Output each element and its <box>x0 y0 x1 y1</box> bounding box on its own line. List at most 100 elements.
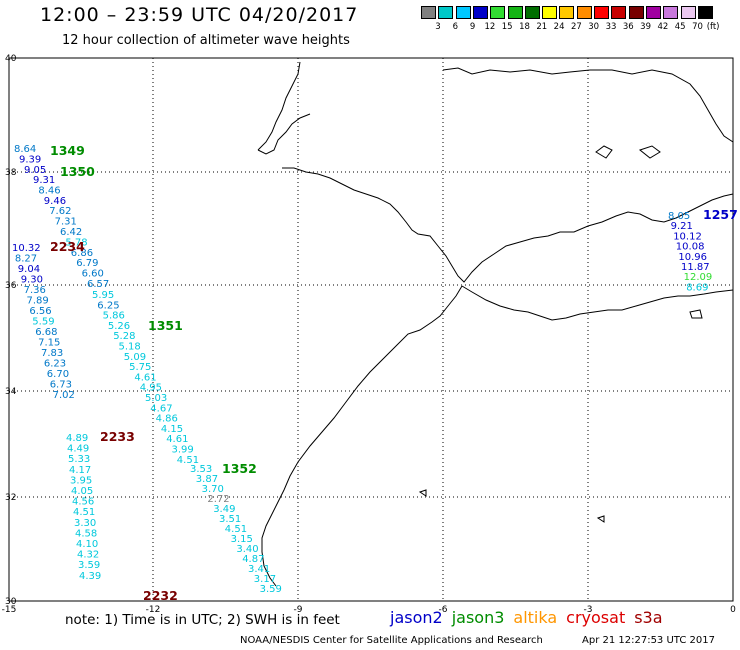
lat-label: 34 <box>5 387 17 397</box>
axis-labels: -15 -12 -9 -6 -3 0 40 38 36 34 32 30 <box>2 54 736 615</box>
wave-height-value: 5.26 <box>108 321 130 332</box>
pass-number: 2232 <box>143 588 178 603</box>
wave-height-value: 6.25 <box>97 300 119 311</box>
wave-height-value: 3.53 <box>190 464 212 475</box>
wave-height-value: 3.70 <box>202 484 224 495</box>
lat-label: 40 <box>5 54 17 64</box>
wave-height-value: 12.09 <box>684 272 713 283</box>
legend-swatch <box>645 6 661 19</box>
wave-height-value: 10.32 <box>12 243 41 254</box>
pass-number: 1352 <box>222 461 257 476</box>
wave-height-value: 4.49 <box>67 444 89 455</box>
credit-line: NOAA/NESDIS Center for Satellite Applica… <box>240 635 543 646</box>
wave-height-value: 7.62 <box>49 206 71 217</box>
wave-height-value: 6.23 <box>44 359 66 370</box>
legend-swatch <box>507 6 523 19</box>
wave-height-value: 6.86 <box>71 248 93 259</box>
wave-height-value: 4.95 <box>140 383 162 394</box>
wave-height-value: 8.69 <box>686 282 708 293</box>
wave-height-value: 4.51 <box>225 524 247 535</box>
pass-number: 2233 <box>100 429 135 444</box>
legend-label: 39 <box>640 22 651 32</box>
legend-label: 24 <box>553 22 565 32</box>
wave-height-value: 9.30 <box>21 275 43 286</box>
wave-height-value: 9.05 <box>24 165 46 176</box>
track-2233: 4.894.495.334.173.954.054.564.513.304.58… <box>66 429 135 582</box>
wave-height-value: 3.41 <box>248 564 270 575</box>
balearic-islands <box>595 145 661 159</box>
wave-height-value: 6.60 <box>82 269 104 280</box>
wave-height-value: 8.46 <box>38 185 60 196</box>
legend-label: 15 <box>501 22 513 32</box>
wave-height-value: 5.28 <box>113 331 135 342</box>
legend-swatch <box>490 6 506 19</box>
wave-height-value: 6.70 <box>47 369 69 380</box>
wave-height-value: 4.61 <box>134 372 156 383</box>
satellite-altika: altika <box>513 608 558 627</box>
wave-height-value: 6.56 <box>29 306 51 317</box>
wave-height-value: 4.56 <box>72 497 94 508</box>
wave-height-value: 6.42 <box>60 227 82 238</box>
wave-height-value: 7.31 <box>55 217 77 228</box>
wave-height-value: 7.15 <box>38 338 60 349</box>
africa-coast <box>261 285 734 587</box>
wave-height-value: 5.59 <box>32 317 54 328</box>
wave-height-value: 3.99 <box>172 445 194 456</box>
legend-swatch <box>663 6 679 19</box>
legend-label: 45 <box>674 22 686 32</box>
wave-height-value: 9.39 <box>19 155 41 166</box>
legend-swatch <box>594 6 609 19</box>
satellite-jason2: jason2 <box>390 608 443 627</box>
graticule <box>9 58 733 601</box>
wave-height-value: 4.87 <box>242 554 264 565</box>
wave-height-value: 6.79 <box>76 258 98 269</box>
wave-height-value: 4.51 <box>73 507 95 518</box>
satellite-jason3: jason3 <box>451 608 505 627</box>
coastline <box>257 61 734 587</box>
legend-swatch <box>524 6 540 19</box>
generated-timestamp: Apr 21 12:27:53 UTC 2017 <box>582 635 715 646</box>
wave-height-value: 7.36 <box>24 285 46 296</box>
legend-swatch <box>628 6 644 19</box>
wave-height-value: 4.39 <box>79 571 101 582</box>
wave-height-value: 5.18 <box>119 342 141 353</box>
legend-unit: (ft) <box>706 22 720 32</box>
wave-height-value: 4.15 <box>161 424 183 435</box>
lon-label: -3 <box>584 605 593 615</box>
wave-height-value: 9.04 <box>18 264 40 275</box>
legend-label: 70 <box>692 22 703 32</box>
page-title: 12:00 – 23:59 UTC 04/20/2017 <box>40 4 359 26</box>
legend-swatch <box>680 6 696 19</box>
wave-height-value: 4.51 <box>177 455 199 466</box>
wave-height-value: 4.05 <box>71 486 93 497</box>
satellite-legend: jason2 jason3 altika cryosat s3a <box>390 608 672 627</box>
wave-height-value: 2.72 <box>207 494 229 505</box>
wave-height-value: 10.96 <box>678 252 707 263</box>
legend-label: 21 <box>536 22 548 32</box>
legend-label: 6 <box>452 22 458 32</box>
wave-height-value: 3.59 <box>260 584 282 595</box>
wave-height-value: 5.95 <box>92 290 114 301</box>
track-1352: 3.533.873.702.723.493.514.513.153.404.87… <box>190 461 282 595</box>
legend-label: 36 <box>622 22 634 32</box>
wave-height-value: 3.49 <box>213 504 235 515</box>
wave-height-value: 4.17 <box>69 465 91 476</box>
wave-height-value: 8.27 <box>15 254 37 265</box>
wave-height-value: 4.86 <box>156 414 178 425</box>
track-1351: 5.956.255.865.265.285.185.095.754.614.95… <box>92 290 199 466</box>
pass-number: 1350 <box>60 164 95 179</box>
pass-number: 1351 <box>148 318 183 333</box>
wave-height-value: 4.89 <box>66 433 88 444</box>
legend-swatch <box>576 6 592 19</box>
track-1349: 8.649.399.05 1349 <box>14 143 85 176</box>
wave-height-value: 3.40 <box>236 544 258 555</box>
iberia-coast <box>257 61 734 283</box>
wave-height-value: 3.17 <box>254 574 276 585</box>
wave-height-value: 4.61 <box>166 434 188 445</box>
lat-label: 36 <box>5 281 17 291</box>
wave-height-value: 7.83 <box>41 348 63 359</box>
wave-height-value: 6.68 <box>35 327 57 338</box>
lat-label: 32 <box>5 493 16 503</box>
